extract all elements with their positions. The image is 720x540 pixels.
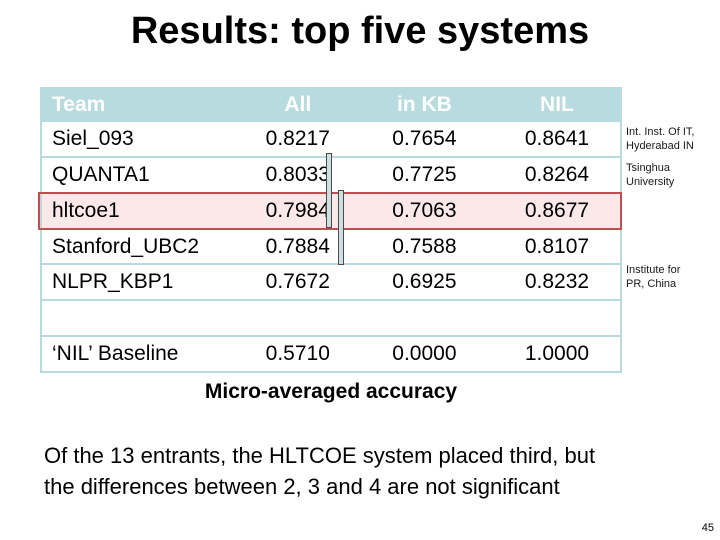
cell-nil: 0.8264 (524, 162, 590, 186)
cell-all: 0.7984 (265, 198, 330, 222)
table-header-row: Team All in KB NIL (42, 89, 620, 120)
annotation-line: University (626, 175, 675, 188)
table-row: Stanford_UBC2 0.7884 0.7588 0.8107 (42, 227, 620, 264)
header-cell-all: All (284, 92, 312, 116)
cell-team: QUANTA1 (52, 162, 150, 186)
page-number: 45 (701, 522, 714, 534)
cell-team: Stanford_UBC2 (52, 234, 200, 258)
cell-all: 0.7884 (265, 234, 330, 258)
header-cell-nil: NIL (540, 92, 574, 116)
table-caption: Micro-averaged accuracy (204, 380, 458, 403)
annotation-line: Tsinghua (626, 162, 671, 174)
cell-all: 0.5710 (265, 342, 330, 366)
cell-in-kb: 0.7588 (392, 234, 457, 258)
cell-in-kb: 0.6925 (392, 270, 457, 294)
significance-bar-ranks-2-3 (326, 153, 332, 228)
annotation-line: Hyderabad IN (626, 139, 694, 152)
cell-team: Siel_093 (52, 126, 134, 150)
cell-all: 0.8033 (265, 162, 330, 186)
body-text-line-1: Of the 13 entrants, the HLTCOE system pl… (44, 443, 596, 468)
cell-nil: 0.8107 (524, 234, 590, 258)
annotation-line: Institute for (626, 264, 681, 276)
cell-in-kb: 0.0000 (392, 342, 457, 366)
table-row-baseline: ‘NIL’ Baseline 0.5710 0.0000 1.0000 (42, 335, 620, 372)
annotation-quanta: Tsinghua University (626, 162, 718, 189)
annotation-line: Int. Inst. Of IT, (626, 126, 695, 138)
cell-nil: 0.8232 (524, 270, 590, 294)
cell-in-kb: 0.7725 (392, 162, 457, 186)
header-cell-in-kb: in KB (396, 92, 452, 116)
header-cell-team: Team (52, 92, 106, 116)
body-text-line-2: the differences between 2, 3 and 4 are n… (44, 474, 560, 499)
cell-team: ‘NIL’ Baseline (52, 342, 179, 366)
cell-all: 0.8217 (265, 126, 330, 150)
annotation-siel: Int. Inst. Of IT, Hyderabad IN (626, 126, 718, 153)
page-title: Results: top five systems (130, 10, 590, 52)
results-table: Team All in KB NIL Siel_093 0.8217 0.765… (38, 87, 622, 373)
table-row: Siel_093 0.8217 0.7654 0.8641 (42, 120, 620, 156)
cell-nil: 0.8677 (524, 198, 590, 222)
table-row-empty (42, 299, 620, 336)
cell-in-kb: 0.7063 (392, 198, 457, 222)
cell-all: 0.7672 (265, 270, 330, 294)
annotation-nlpr: Institute for PR, China (626, 264, 718, 291)
cell-nil: 0.8641 (524, 126, 590, 150)
cell-team: NLPR_KBP1 (52, 270, 174, 294)
significance-bar-ranks-3-4 (338, 190, 344, 265)
table-row: NLPR_KBP1 0.7672 0.6925 0.8232 (42, 263, 620, 300)
cell-nil: 1.0000 (524, 342, 590, 366)
cell-team: hltcoe1 (52, 198, 120, 222)
cell-in-kb: 0.7654 (392, 126, 457, 150)
body-text: Of the 13 entrants, the HLTCOE system pl… (44, 440, 709, 502)
annotation-line: PR, China (626, 277, 677, 290)
